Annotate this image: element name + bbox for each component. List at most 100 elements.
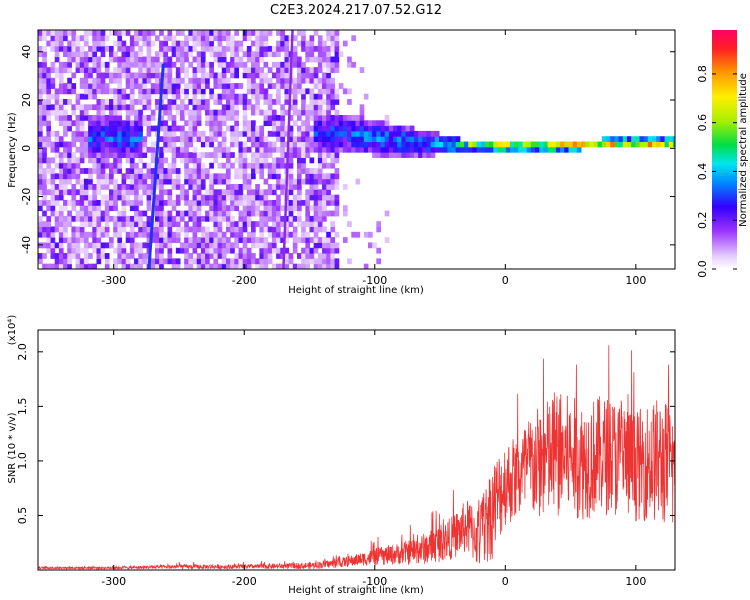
heatmap-cell bbox=[75, 189, 81, 196]
heatmap-cell bbox=[255, 51, 260, 58]
heatmap-cell bbox=[322, 194, 327, 201]
heatmap-cell bbox=[313, 199, 319, 206]
heatmap-cell bbox=[639, 141, 645, 148]
heatmap-cell bbox=[54, 30, 60, 36]
heatmap-cell bbox=[271, 99, 277, 105]
heatmap-cell bbox=[83, 51, 89, 58]
heatmap-cell bbox=[175, 125, 181, 132]
heatmap-cell bbox=[117, 130, 123, 137]
heatmap-cell bbox=[251, 194, 256, 201]
heatmap-cell bbox=[117, 253, 123, 259]
heatmap-cell bbox=[334, 125, 340, 132]
heatmap-cell bbox=[213, 93, 219, 100]
heatmap-cell bbox=[334, 194, 340, 201]
heatmap-cell bbox=[134, 136, 139, 143]
heatmap-cell bbox=[296, 30, 302, 36]
heatmap-cell bbox=[113, 77, 118, 84]
heatmap-cell bbox=[292, 35, 298, 42]
heatmap-cell bbox=[280, 157, 285, 164]
heatmap-cell bbox=[342, 40, 348, 47]
heatmap-cell bbox=[255, 263, 260, 269]
heatmap-cell bbox=[50, 199, 56, 206]
heatmap-cell bbox=[138, 157, 143, 164]
heatmap-cell bbox=[221, 114, 227, 121]
heatmap-cell bbox=[326, 83, 331, 89]
heatmap-cell bbox=[63, 237, 68, 243]
heatmap-cell bbox=[271, 72, 277, 79]
heatmap-cell bbox=[83, 146, 89, 153]
heatmap-cell bbox=[271, 51, 277, 58]
heatmap-cell bbox=[163, 199, 168, 206]
heatmap-cell bbox=[117, 30, 123, 36]
heatmap-cell bbox=[184, 152, 189, 158]
heatmap-cell bbox=[255, 93, 260, 100]
heatmap-cell bbox=[213, 152, 219, 158]
heatmap-cell bbox=[384, 114, 390, 121]
heatmap-cell bbox=[443, 141, 448, 148]
heatmap-cell bbox=[322, 157, 327, 164]
heatmap-cell bbox=[134, 99, 139, 105]
heatmap-cell bbox=[388, 152, 394, 158]
heatmap-cell bbox=[209, 93, 214, 100]
heatmap-cell bbox=[92, 231, 97, 238]
heatmap-cell bbox=[88, 114, 93, 121]
heatmap-cell bbox=[434, 141, 440, 148]
heatmap-cell bbox=[322, 45, 327, 52]
heatmap-cell bbox=[263, 61, 269, 68]
heatmap-cell bbox=[635, 136, 640, 143]
heatmap-cell bbox=[50, 30, 56, 36]
heatmap-cell bbox=[359, 125, 365, 132]
heatmap-cell bbox=[322, 205, 327, 212]
heatmap-cell bbox=[113, 221, 118, 228]
heatmap-cell bbox=[154, 104, 160, 111]
heatmap-cell bbox=[154, 173, 160, 180]
heatmap-cell bbox=[129, 199, 135, 206]
heatmap-cell bbox=[125, 221, 131, 228]
heatmap-cell bbox=[79, 114, 85, 121]
heatmap-cell bbox=[129, 215, 135, 222]
heatmap-cell bbox=[142, 258, 148, 265]
heatmap-cell bbox=[125, 199, 131, 206]
heatmap-cell bbox=[576, 146, 582, 153]
heatmap-cell bbox=[159, 237, 164, 243]
heatmap-cell bbox=[305, 125, 311, 132]
heatmap-cell bbox=[259, 194, 265, 201]
heatmap-cell bbox=[79, 194, 85, 201]
heatmap-cell bbox=[100, 83, 106, 89]
heatmap-cell bbox=[263, 88, 269, 95]
heatmap-cell bbox=[167, 173, 173, 180]
heatmap-cell bbox=[296, 56, 302, 63]
heatmap-cell bbox=[159, 226, 164, 233]
heatmap-cell bbox=[430, 141, 436, 148]
heatmap-cell bbox=[192, 189, 198, 196]
snr-y-axis-label: SNR (10 * v/v) bbox=[7, 412, 18, 483]
heatmap-cell bbox=[129, 125, 135, 132]
heatmap-cell bbox=[113, 247, 118, 254]
heatmap-cell bbox=[129, 263, 135, 269]
heatmap-cell bbox=[79, 104, 85, 111]
heatmap-cell bbox=[142, 77, 148, 84]
heatmap-cell bbox=[246, 130, 252, 137]
heatmap-cell bbox=[134, 152, 139, 158]
heatmap-cell bbox=[242, 226, 248, 233]
heatmap-cell bbox=[205, 253, 210, 259]
heatmap-cell bbox=[301, 141, 306, 148]
heatmap-cell bbox=[267, 93, 273, 100]
heatmap-cell bbox=[313, 237, 319, 243]
heatmap-cell bbox=[564, 146, 569, 153]
heatmap-cell bbox=[67, 221, 72, 228]
heatmap-cell bbox=[413, 146, 419, 153]
heatmap-cell bbox=[129, 237, 135, 243]
heatmap-cell bbox=[154, 205, 160, 212]
heatmap-cell bbox=[280, 83, 285, 89]
heatmap-cell bbox=[267, 247, 273, 254]
heatmap-cell bbox=[167, 242, 173, 249]
heatmap-cell bbox=[96, 146, 102, 153]
heatmap-cell bbox=[46, 109, 52, 116]
heatmap-cell bbox=[221, 51, 227, 58]
heatmap-cell bbox=[263, 247, 269, 254]
heatmap-cell bbox=[134, 114, 139, 121]
heatmap-cell bbox=[301, 152, 306, 158]
heatmap-cell bbox=[129, 253, 135, 259]
heatmap-cell bbox=[154, 215, 160, 222]
